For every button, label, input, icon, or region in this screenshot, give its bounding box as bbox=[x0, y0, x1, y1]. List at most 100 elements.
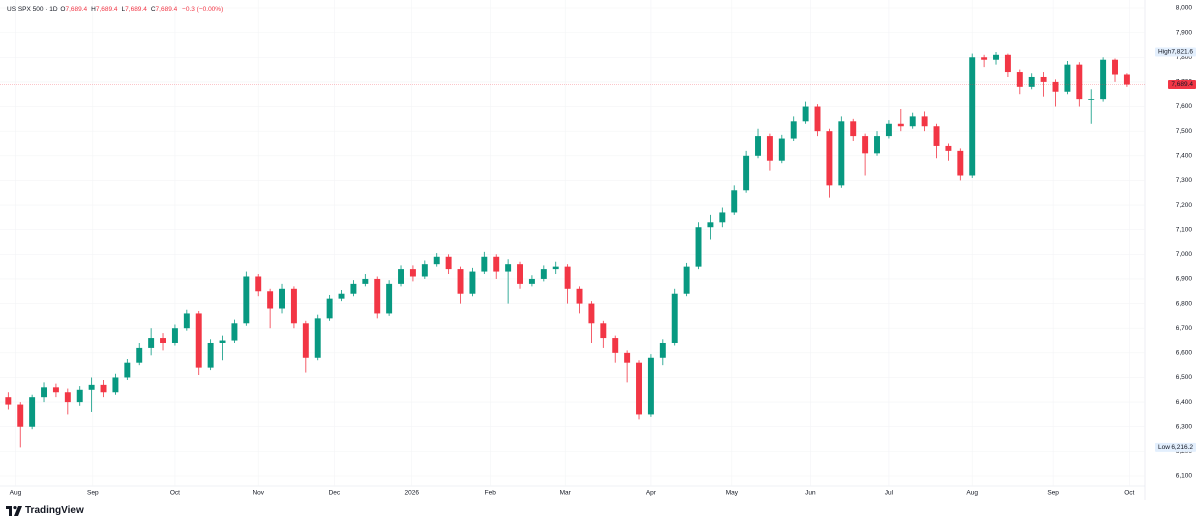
candle-body bbox=[517, 264, 523, 284]
candle-body bbox=[909, 116, 916, 127]
candle-body bbox=[76, 389, 83, 403]
price-marker-label: 7,821.6 bbox=[1171, 49, 1193, 56]
candle-body bbox=[683, 266, 690, 294]
candle-body bbox=[5, 397, 12, 405]
x-tick-label: Oct bbox=[170, 490, 180, 497]
candle-body bbox=[790, 121, 797, 139]
y-tick-label: 7,900 bbox=[1176, 29, 1193, 36]
candle-body bbox=[1052, 81, 1059, 92]
ohlc: O7,689.4 H7,689.4 L7,689.4 C7,689.4 bbox=[59, 6, 180, 13]
price-marker-name: High bbox=[1158, 49, 1172, 56]
candle-body bbox=[897, 123, 904, 127]
candle-body bbox=[302, 323, 309, 358]
ohlc-value: 7,689.4 bbox=[65, 6, 88, 13]
candle-body bbox=[862, 136, 869, 154]
candle-body bbox=[112, 377, 119, 393]
change: −0.3 (−0.00%) bbox=[182, 6, 224, 13]
x-tick-label: Sep bbox=[1047, 490, 1059, 497]
candle-body bbox=[124, 362, 131, 378]
candle-body bbox=[1100, 59, 1107, 100]
candle-body bbox=[695, 227, 702, 267]
candle-body bbox=[374, 278, 381, 314]
symbol: US SPX 500 · 1D bbox=[7, 6, 58, 13]
y-tick-label: 6,500 bbox=[1176, 374, 1193, 381]
candle-body bbox=[469, 271, 476, 294]
x-tick-label: Feb bbox=[485, 490, 497, 497]
y-tick-label: 7,600 bbox=[1176, 103, 1193, 110]
candle-body bbox=[612, 338, 619, 353]
y-tick-label: 8,000 bbox=[1176, 5, 1193, 12]
candle-body bbox=[493, 256, 500, 272]
ohlc-key: O bbox=[60, 6, 66, 13]
candle-body bbox=[1123, 74, 1130, 85]
candle-body bbox=[1040, 76, 1047, 82]
candle-body bbox=[231, 323, 238, 341]
candle-body bbox=[136, 347, 143, 363]
candle-body bbox=[1028, 76, 1035, 87]
candle-body bbox=[505, 264, 512, 272]
candle-body bbox=[981, 57, 988, 60]
candle-body bbox=[600, 323, 607, 339]
candle-body bbox=[207, 342, 214, 368]
candle-body bbox=[636, 362, 642, 415]
x-tick-label: Mar bbox=[560, 490, 572, 497]
candle-body bbox=[148, 338, 155, 348]
candle-body bbox=[362, 278, 369, 284]
x-tick-label: May bbox=[726, 490, 739, 497]
candle-body bbox=[255, 276, 262, 292]
y-tick-label: 6,600 bbox=[1176, 350, 1193, 357]
candle-body bbox=[576, 288, 583, 304]
candle-body bbox=[838, 121, 845, 186]
candle-body bbox=[647, 357, 654, 415]
y-tick-label: 6,300 bbox=[1176, 423, 1193, 430]
candle-body bbox=[624, 352, 631, 363]
candle-body bbox=[766, 136, 773, 161]
candle-body bbox=[457, 269, 464, 294]
brand-logo: TradingView bbox=[6, 505, 84, 516]
candle-body bbox=[481, 256, 488, 272]
candle-body bbox=[969, 57, 976, 176]
candle-body bbox=[540, 269, 547, 279]
candle-body bbox=[219, 340, 226, 343]
candle-body bbox=[885, 123, 892, 137]
candle-body bbox=[433, 256, 440, 265]
candle-body bbox=[314, 318, 321, 358]
ohlc-value: 7,689.4 bbox=[155, 6, 178, 13]
candle-body bbox=[588, 303, 595, 324]
candle-body bbox=[731, 190, 738, 213]
candle-body bbox=[17, 404, 24, 427]
y-tick-label: 6,700 bbox=[1176, 325, 1193, 332]
chart: 6,1006,2006,3006,4006,5006,6006,7006,800… bbox=[0, 0, 1196, 500]
candle-body bbox=[183, 313, 190, 329]
candle-body bbox=[160, 338, 167, 343]
candle-body bbox=[1064, 64, 1071, 92]
candle-body bbox=[755, 136, 761, 156]
candle-body bbox=[945, 145, 952, 151]
last-price-label: 7,689.4 bbox=[1171, 81, 1193, 88]
candle-body bbox=[1076, 64, 1083, 100]
candle-body bbox=[743, 155, 750, 191]
y-tick-label: 6,800 bbox=[1176, 300, 1193, 307]
candle-body bbox=[398, 269, 404, 284]
x-tick-label: Apr bbox=[646, 490, 657, 497]
candle-body bbox=[671, 293, 678, 343]
y-tick-label: 7,200 bbox=[1176, 202, 1193, 209]
candle-body bbox=[88, 384, 95, 390]
candle-body bbox=[29, 397, 36, 427]
x-tick-label: 2026 bbox=[404, 490, 419, 497]
price-marker-box bbox=[1155, 47, 1196, 57]
price-marker-box bbox=[1155, 442, 1196, 452]
candle-body bbox=[993, 54, 999, 60]
candle-body bbox=[279, 288, 285, 309]
candle-body bbox=[921, 116, 928, 127]
candle-body bbox=[552, 266, 559, 270]
y-tick-label: 7,500 bbox=[1176, 128, 1193, 135]
candle-body bbox=[243, 276, 250, 324]
x-tick-label: Nov bbox=[252, 490, 264, 497]
candle-body bbox=[1112, 59, 1118, 75]
y-tick-label: 6,400 bbox=[1176, 399, 1193, 406]
candle-body bbox=[1088, 99, 1095, 100]
candle-body bbox=[326, 298, 333, 319]
x-tick-label: Aug bbox=[10, 490, 22, 497]
candle-body bbox=[850, 121, 857, 137]
